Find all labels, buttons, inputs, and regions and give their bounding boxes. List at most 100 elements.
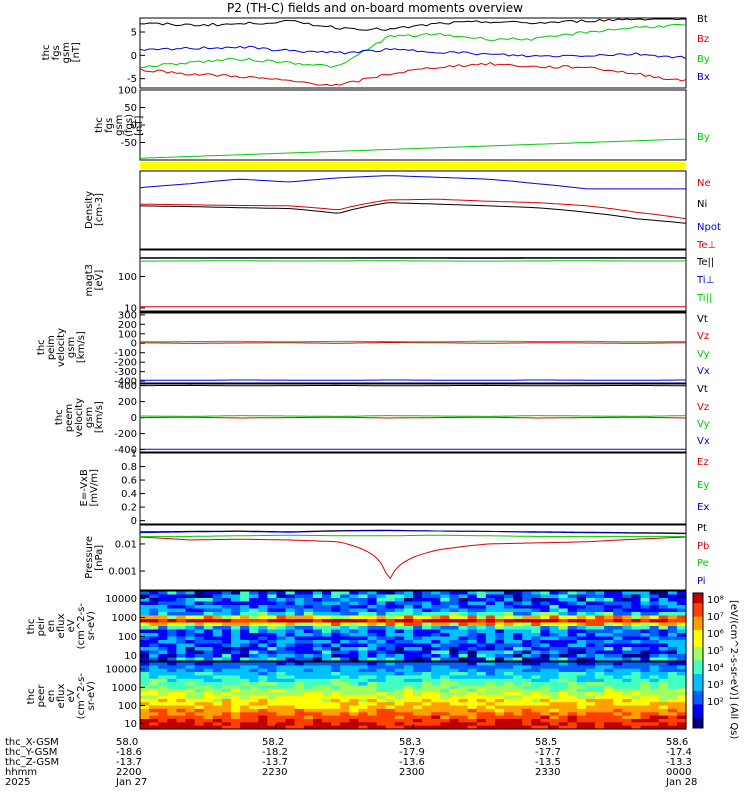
heatmap-cell [585, 615, 596, 620]
heatmap-cell [403, 722, 414, 727]
heatmap-cell [258, 665, 268, 670]
heatmap-cell [249, 698, 259, 703]
heatmap-cell [485, 719, 496, 723]
heatmap-cell [613, 608, 623, 613]
heatmap-cell [676, 712, 687, 717]
heatmap-cell [667, 608, 678, 613]
heatmap-cell [358, 633, 369, 638]
heatmap-cell [549, 636, 560, 641]
heatmap-cell [258, 702, 268, 707]
heatmap-cell [212, 685, 223, 690]
colorbar-swatch [693, 626, 703, 631]
heatmap-cell [349, 636, 359, 641]
heatmap-cell [649, 685, 660, 690]
heatmap-cell [667, 615, 678, 620]
heatmap-cell [676, 591, 687, 596]
heatmap-cell [349, 615, 359, 620]
heatmap-cell [221, 612, 232, 617]
heatmap-cell [640, 643, 651, 648]
heatmap-cell [240, 654, 250, 659]
heatmap-cell [458, 629, 469, 634]
heatmap-cell [422, 705, 432, 710]
heatmap-cell [658, 626, 669, 631]
heatmap-cell [312, 612, 323, 617]
heatmap-cell [176, 608, 187, 613]
heatmap-cell [485, 668, 496, 673]
series-line-fgs-0 [140, 18, 686, 31]
heatmap-cell [667, 612, 678, 617]
heatmap-cell [294, 708, 305, 713]
heatmap-cell [267, 675, 278, 680]
heatmap-cell [285, 636, 296, 641]
heatmap-cell [640, 605, 651, 610]
heatmap-cell [149, 719, 159, 723]
heatmap-cell [622, 626, 632, 631]
legend-efield-1: Ey [697, 480, 709, 491]
heatmap-cell [322, 626, 332, 631]
heatmap-cell [422, 608, 432, 613]
heatmap-cell [240, 594, 250, 599]
colorbar-tick: 10⁸ [707, 595, 724, 606]
heatmap-cell [440, 605, 450, 610]
heatmap-cell [221, 654, 232, 659]
heatmap-cell [331, 668, 341, 673]
heatmap-cell [276, 715, 287, 720]
heatmap-cell [140, 665, 150, 670]
heatmap-cell [258, 657, 268, 662]
heatmap-cell [622, 633, 632, 638]
ytick-label: 0.8 [121, 462, 137, 473]
heatmap-cell [440, 608, 450, 613]
heatmap-cell [385, 688, 396, 693]
heatmap-cell [595, 608, 605, 613]
heatmap-cell [240, 685, 250, 690]
heatmap-cell [567, 682, 578, 687]
heatmap-cell [640, 715, 651, 720]
heatmap-cell [285, 643, 296, 648]
heatmap-cell [249, 688, 259, 693]
heatmap-cell [349, 675, 359, 680]
heatmap-cell [549, 650, 560, 655]
heatmap-cell [312, 650, 323, 655]
heatmap-cell [567, 605, 578, 610]
heatmap-cell [221, 682, 232, 687]
heatmap-cell [149, 612, 159, 617]
heatmap-cell [467, 629, 478, 634]
heatmap-cell [149, 650, 159, 655]
heatmap-cell [413, 722, 423, 727]
heatmap-cell [576, 725, 587, 730]
heatmap-cell [322, 695, 332, 700]
heatmap-cell [203, 629, 214, 634]
heatmap-cell [376, 722, 387, 727]
heatmap-cell [185, 722, 196, 727]
heatmap-cell [303, 665, 314, 670]
heatmap-cell [531, 692, 541, 697]
heatmap-cell [531, 591, 541, 596]
heatmap-cell [349, 685, 359, 690]
colorbar-swatch [693, 697, 703, 702]
heatmap-cell [303, 591, 314, 596]
heatmap-cell [485, 608, 496, 613]
heatmap-cell [385, 640, 396, 645]
heatmap-cell [240, 672, 250, 676]
heatmap-cell [440, 715, 450, 720]
heatmap-cell [331, 692, 341, 697]
heatmap-cell [340, 598, 350, 603]
legend-density-0: Ne [697, 178, 711, 189]
heatmap-cell [494, 719, 505, 723]
heatmap-cell [385, 672, 396, 676]
heatmap-cell [212, 615, 223, 620]
heatmap-cell [276, 668, 287, 673]
heatmap-cell [667, 633, 678, 638]
heatmap-cell [440, 712, 450, 717]
heatmap-cell [331, 665, 341, 670]
heatmap-cell [340, 594, 350, 599]
heatmap-cell [540, 657, 551, 662]
heatmap-cell [231, 636, 241, 641]
heatmap-cell [176, 619, 187, 624]
heatmap-cell [476, 650, 487, 655]
heatmap-cell [376, 698, 387, 703]
heatmap-cell [340, 647, 350, 652]
heatmap-cell [303, 629, 314, 634]
heatmap-cell [458, 633, 469, 638]
heatmap-cell [676, 643, 687, 648]
